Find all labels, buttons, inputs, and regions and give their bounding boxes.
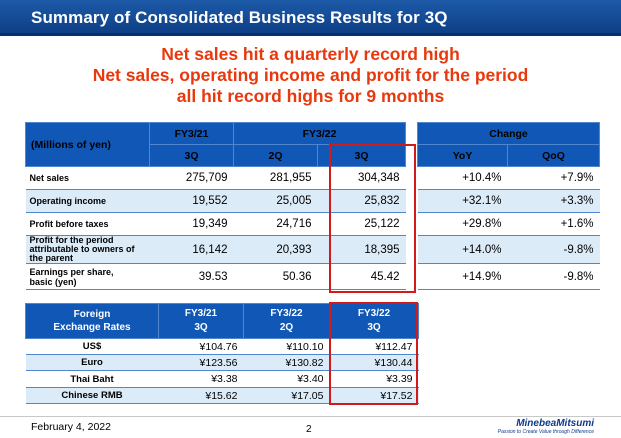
cell-change: +3.3% (507, 189, 600, 213)
fx-header-line1: Foreign (73, 309, 111, 320)
table-row: Earnings per share, basic (yen) 39.53 50… (25, 263, 600, 290)
cell-value: 281,955 (233, 166, 318, 190)
page-number: 2 (306, 424, 312, 435)
fx-col-quarter: 3Q (367, 322, 381, 333)
fx-rate: ¥112.47 (329, 338, 419, 355)
cell-change: +32.1% (417, 189, 508, 213)
subheader-qoq: QoQ (507, 144, 601, 167)
fx-rate: ¥130.44 (329, 354, 419, 371)
row-label: Profit for the period (29, 235, 114, 245)
cell-value: 304,348 (317, 166, 406, 190)
row-sublabel: attributable to owners of the parent (29, 244, 135, 263)
cell-value: 16,142 (149, 235, 234, 264)
fx-rate: ¥3.39 (329, 370, 419, 388)
cell-change: +10.4% (417, 166, 508, 190)
table-row: Operating income 19,552 25,005 25,832 +3… (25, 189, 600, 213)
cell-change: +14.0% (417, 235, 508, 264)
fx-currency: Thai Baht (25, 370, 159, 388)
cell-value: 25,122 (317, 212, 406, 236)
cell-value: 50.36 (233, 263, 318, 290)
fx-rates-table: Foreign Exchange Rates FY3/21 3Q FY3/22 … (25, 303, 419, 404)
company-logo: MinebeaMitsumi Passion to Create Value t… (498, 418, 594, 435)
fx-col-period: FY3/22 (270, 308, 303, 319)
table-row: Profit for the period attributable to ow… (25, 235, 600, 264)
footer-divider (0, 416, 621, 417)
table-row: Profit before taxes 19,349 24,716 25,122… (25, 212, 600, 236)
fx-currency: Euro (25, 354, 159, 371)
unit-label: (Millions of yen) (25, 122, 150, 167)
table-row: Net sales 275,709 281,955 304,348 +10.4%… (25, 166, 600, 190)
row-label: Profit before taxes (25, 212, 150, 236)
table-row: US$ ¥104.76 ¥110.10 ¥112.47 (25, 338, 419, 355)
fx-header-line2: Exchange Rates (53, 322, 131, 333)
fx-rate: ¥17.05 (243, 387, 330, 404)
fx-rate: ¥15.62 (158, 387, 244, 404)
row-label: Net sales (25, 166, 150, 190)
fx-col-quarter: 3Q (194, 322, 208, 333)
cell-value: 24,716 (233, 212, 318, 236)
row-label: Earnings per share, (29, 266, 114, 277)
cell-change: +14.9% (417, 263, 508, 290)
cell-value: 39.53 (149, 263, 234, 290)
cell-value: 20,393 (233, 235, 318, 264)
logo-name: MinebeaMitsumi (516, 418, 594, 429)
cell-change: +1.6% (507, 212, 600, 236)
cell-value: 19,552 (149, 189, 234, 213)
cell-value: 25,005 (233, 189, 318, 213)
subheader-3q-fy22: 3Q (316, 144, 407, 167)
fx-col-period: FY3/21 (184, 308, 218, 319)
fx-rate: ¥3.40 (243, 370, 330, 388)
results-table: (Millions of yen) FY3/21 FY3/22 Change 3… (25, 122, 601, 290)
fx-rate: ¥123.56 (158, 354, 244, 371)
table-row: Euro ¥123.56 ¥130.82 ¥130.44 (25, 354, 419, 371)
cell-change: -9.8% (507, 263, 600, 290)
headline-line-3: all hit record highs for 9 months (176, 86, 445, 106)
fx-currency: US$ (25, 338, 159, 355)
logo-tagline: Passion to Create Value through Differen… (497, 429, 594, 435)
row-sublabel: basic (yen) (29, 276, 77, 287)
fx-col-quarter: 2Q (279, 322, 294, 333)
cell-value: 25,832 (317, 189, 406, 213)
subheader-3q-fy21: 3Q (149, 144, 234, 167)
cell-change: +7.9% (507, 166, 600, 190)
headline-line-2: Net sales, operating income and profit f… (92, 65, 529, 85)
fx-rate: ¥110.10 (243, 338, 330, 355)
title-bar: Summary of Consolidated Business Results… (0, 0, 621, 36)
row-label: Operating income (25, 189, 150, 213)
subheader-yoy: YoY (417, 144, 509, 167)
table-row: Chinese RMB ¥15.62 ¥17.05 ¥17.52 (25, 387, 419, 404)
fx-rate: ¥3.38 (158, 370, 244, 388)
cell-change: +29.8% (417, 212, 508, 236)
header-change: Change (417, 122, 601, 145)
fx-currency: Chinese RMB (25, 387, 159, 404)
fx-rate: ¥130.82 (243, 354, 330, 371)
header-gap (405, 122, 418, 145)
slide-title: Summary of Consolidated Business Results… (31, 8, 448, 27)
cell-value: 275,709 (149, 166, 234, 190)
fx-col-period: FY3/22 (357, 308, 391, 319)
highlight-box-main (329, 144, 416, 293)
cell-value: 45.42 (317, 263, 406, 290)
fx-rate: ¥104.76 (158, 338, 244, 355)
table-row: Thai Baht ¥3.38 ¥3.40 ¥3.39 (25, 370, 419, 388)
headline-line-1: Net sales hit a quarterly record high (161, 44, 460, 64)
subheader-2q-fy22: 2Q (233, 144, 318, 167)
cell-value: 19,349 (149, 212, 234, 236)
highlight-box-fx (329, 302, 418, 405)
cell-value: 18,395 (317, 235, 406, 264)
cell-change: -9.8% (507, 235, 600, 264)
header-fy3-22: FY3/22 (232, 122, 407, 145)
header-fy3-21: FY3/21 (149, 122, 234, 145)
footer-date: February 4, 2022 (31, 421, 111, 433)
